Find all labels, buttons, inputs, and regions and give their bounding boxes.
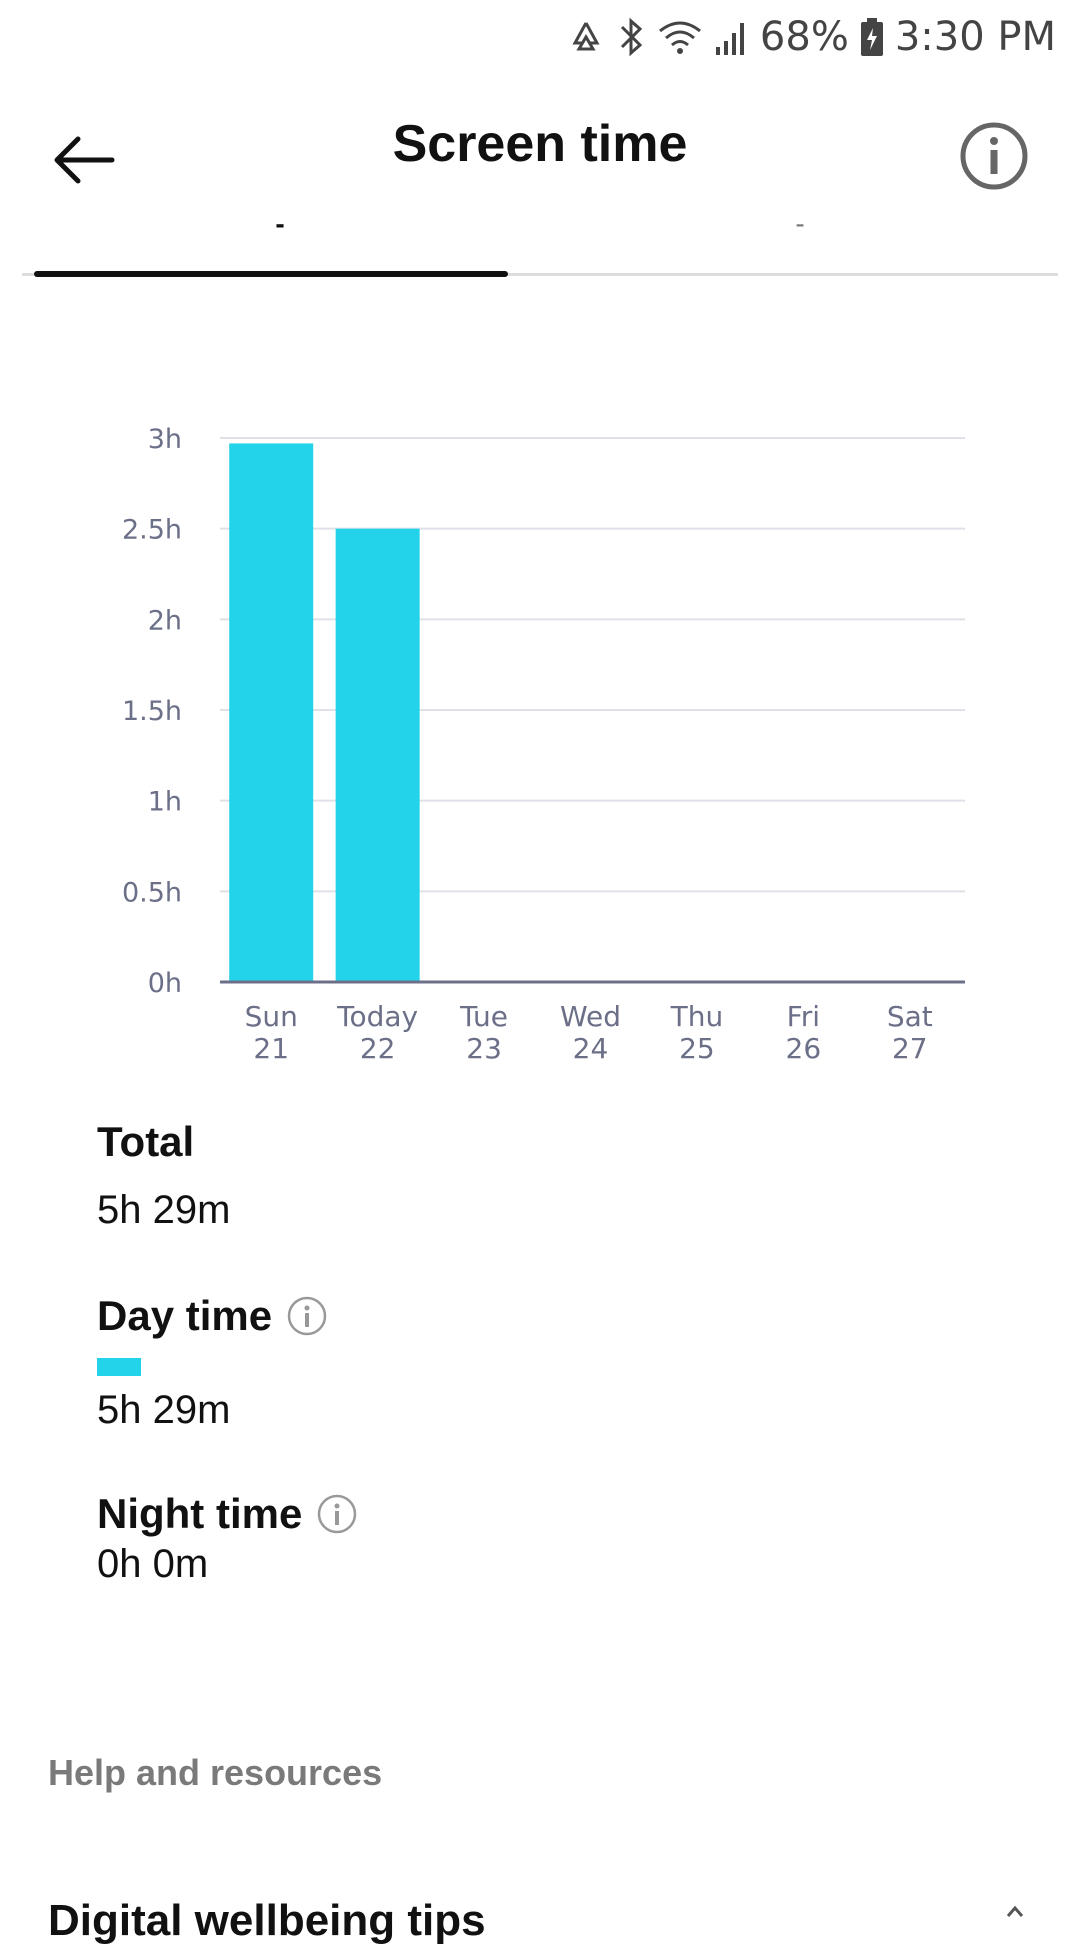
digital-wellbeing-tips-item[interactable]: Digital wellbeing tips bbox=[48, 1896, 486, 1945]
recycle-icon bbox=[566, 17, 606, 57]
x-tick-label: 27 bbox=[892, 1032, 928, 1065]
x-tick-label: 25 bbox=[679, 1032, 715, 1065]
night-time-label-row: Night time bbox=[97, 1490, 358, 1538]
bluetooth-icon bbox=[616, 15, 646, 59]
x-tick-label: Thu bbox=[670, 1000, 724, 1033]
total-stat: Total 5h 29m bbox=[97, 1118, 230, 1233]
screen-time-chart: 0h 0.5h 1h 1.5h 2h 2.5h 3h Sun 21 Today 22 Tue 23 Wed… bbox=[100, 420, 980, 1070]
battery-icon bbox=[859, 16, 885, 58]
tab-second-label: - bbox=[795, 208, 805, 239]
y-tick-label: 2h bbox=[148, 605, 182, 636]
day-time-value: 5h 29m bbox=[97, 1388, 231, 1432]
tab-first-label: - bbox=[275, 208, 285, 239]
y-tick-label: 1h bbox=[148, 787, 182, 818]
x-tick-label: 23 bbox=[466, 1032, 502, 1065]
y-tick-label: 0.5h bbox=[122, 877, 182, 908]
day-time-legend-swatch bbox=[97, 1358, 141, 1376]
night-time-stat: Night time 0h 0m bbox=[97, 1490, 358, 1587]
day-time-info-button[interactable] bbox=[286, 1295, 328, 1337]
day-time-label-row: Day time bbox=[97, 1292, 328, 1340]
chevron-icon bbox=[1000, 1890, 1030, 1925]
y-tick-label: 0h bbox=[148, 968, 182, 999]
info-button[interactable] bbox=[952, 114, 1036, 198]
x-tick-label: Fri bbox=[787, 1000, 820, 1033]
total-value: 5h 29m bbox=[97, 1188, 231, 1232]
x-tick-label: Sat bbox=[887, 1000, 933, 1033]
night-time-info-button[interactable] bbox=[316, 1493, 358, 1535]
x-tick-label: 26 bbox=[786, 1032, 822, 1065]
arrow-left-icon bbox=[54, 136, 115, 184]
info-icon bbox=[287, 1296, 327, 1336]
x-tick-label: 22 bbox=[360, 1032, 396, 1065]
tab-divider bbox=[22, 273, 1058, 276]
tab-first[interactable]: - bbox=[22, 210, 538, 274]
page-title: Screen time bbox=[392, 115, 688, 173]
help-section-title: Help and resources bbox=[48, 1752, 383, 1793]
x-tick-label: Wed bbox=[560, 1000, 621, 1033]
night-time-label: Night time bbox=[97, 1490, 303, 1537]
x-tick-label: Sun bbox=[245, 1000, 298, 1033]
y-tick-label: 2.5h bbox=[122, 515, 182, 546]
total-label: Total bbox=[97, 1118, 195, 1165]
night-time-value: 0h 0m bbox=[97, 1542, 209, 1586]
info-icon bbox=[318, 1494, 357, 1534]
x-tick-label: Tue bbox=[459, 1000, 508, 1033]
bar bbox=[229, 443, 314, 982]
back-button[interactable] bbox=[44, 120, 124, 200]
tab-active-indicator bbox=[34, 271, 508, 277]
y-tick-label: 3h bbox=[148, 424, 182, 455]
y-tick-label: 1.5h bbox=[122, 696, 182, 727]
app-header: Screen time bbox=[0, 84, 1080, 214]
bar bbox=[335, 528, 420, 982]
signal-icon bbox=[714, 17, 750, 57]
clock: 3:30 PM bbox=[894, 14, 1056, 60]
x-tick-label: 21 bbox=[253, 1032, 289, 1065]
status-bar: 68% 3:30 PM bbox=[0, 0, 1080, 72]
tab-bar: - - bbox=[22, 210, 1058, 277]
battery-percent: 68% bbox=[759, 14, 849, 60]
x-tick-label: 24 bbox=[573, 1032, 609, 1065]
info-icon bbox=[960, 122, 1028, 190]
day-time-stat: Day time 5h 29m bbox=[97, 1292, 328, 1433]
x-tick-label: Today bbox=[336, 1000, 418, 1033]
day-time-label: Day time bbox=[97, 1292, 273, 1339]
tab-second[interactable]: - bbox=[542, 210, 1058, 274]
wifi-icon bbox=[656, 17, 704, 57]
status-icons: 68% 3:30 PM bbox=[566, 12, 1056, 62]
